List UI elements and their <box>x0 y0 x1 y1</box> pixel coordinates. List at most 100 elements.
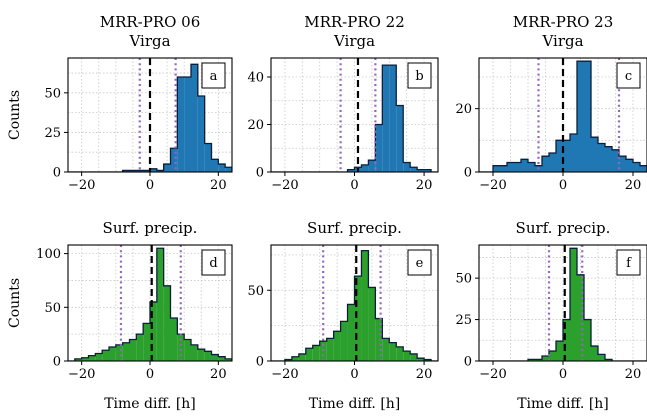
y-tick-label: 0 <box>256 166 264 181</box>
histogram-bar <box>74 358 82 361</box>
y-tick-label: 50 <box>247 284 264 299</box>
reference-lines <box>339 58 377 172</box>
x-tick-label: 0 <box>146 367 154 382</box>
panel-title: Surf. precip. <box>307 219 402 237</box>
histogram-bar <box>556 341 563 361</box>
x-tick-label: 0 <box>559 178 567 193</box>
y-axis-label: Counts <box>7 90 23 140</box>
panel-title: MRR-PRO 06 <box>100 13 201 31</box>
x-tick-label: 0 <box>146 178 154 193</box>
panel-letter-box <box>616 249 641 276</box>
histogram-bar <box>417 169 425 172</box>
panel-subtitle: Virga <box>128 32 170 50</box>
histogram-bar <box>577 61 584 172</box>
histogram-bar <box>612 149 619 172</box>
histogram-bar <box>403 351 411 361</box>
reference-lines <box>537 58 621 172</box>
histogram-bar <box>347 169 355 172</box>
panel-title: Surf. precip. <box>103 219 198 237</box>
histogram-bar <box>500 165 507 172</box>
histogram-bar <box>218 356 226 361</box>
histogram-bar <box>129 339 137 361</box>
histogram-bars <box>68 247 232 361</box>
histogram-bar <box>211 354 219 361</box>
panel-title: MRR-PRO 22 <box>304 13 405 31</box>
histogram-bar <box>605 359 612 361</box>
histogram-bar <box>570 248 577 361</box>
histogram-bar <box>129 170 137 172</box>
reference-lines <box>322 245 382 361</box>
y-tick-label: 50 <box>44 86 61 101</box>
panel-letter-box <box>616 62 641 89</box>
histogram-outline <box>68 247 232 361</box>
histogram-bar <box>109 347 116 361</box>
histogram-bar <box>115 344 123 361</box>
histogram-bars <box>479 247 647 361</box>
histogram-bar <box>305 348 313 361</box>
histogram-bar <box>326 338 334 361</box>
histogram-bar <box>204 351 212 361</box>
histogram-outline <box>479 247 647 361</box>
panel-subtitle: Virga <box>333 32 375 50</box>
histogram-outline <box>479 60 647 172</box>
histogram-bar <box>150 301 157 361</box>
x-tick-label: 0 <box>350 367 358 382</box>
histogram-bar <box>197 96 205 172</box>
reference-lines <box>119 245 182 361</box>
histogram-bar <box>225 167 232 172</box>
histogram-bar <box>542 356 549 361</box>
histogram-bar <box>361 164 369 172</box>
histogram-bar <box>563 319 570 361</box>
histogram-bar <box>396 105 404 172</box>
histogram-bar <box>528 359 535 361</box>
histogram-bar <box>191 64 198 172</box>
histogram-outline <box>271 250 438 361</box>
histogram-bar <box>403 162 411 172</box>
histogram-bar <box>382 338 390 361</box>
histogram-bar <box>284 359 292 361</box>
x-tick-label: −20 <box>479 178 506 193</box>
x-tick-label: 20 <box>625 367 642 382</box>
histogram-bar <box>640 165 647 172</box>
histogram-bar <box>528 162 535 172</box>
y-tick-label: 0 <box>256 355 264 370</box>
histogram-bar <box>584 61 591 172</box>
x-tick-label: −20 <box>479 367 506 382</box>
x-tick-label: 0 <box>350 178 358 193</box>
y-tick-label: 50 <box>455 272 472 287</box>
histogram-bar <box>298 353 306 361</box>
histogram-bar <box>291 356 299 361</box>
histogram-bar <box>163 285 171 361</box>
histogram-bar <box>514 162 521 172</box>
histogram-bar <box>521 159 528 172</box>
histogram-bar <box>507 162 514 172</box>
histogram-bar <box>312 345 320 361</box>
panel-letter-box <box>407 62 432 89</box>
x-tick-label: −20 <box>271 178 298 193</box>
histogram-bar <box>493 165 500 172</box>
histogram-bar <box>143 170 150 172</box>
x-tick-label: 20 <box>416 178 433 193</box>
histogram-bar <box>389 342 397 361</box>
histogram-bar <box>549 351 556 361</box>
panel-letter: f <box>626 256 632 271</box>
x-tick-label: −20 <box>68 178 95 193</box>
x-tick-label: 20 <box>416 367 433 382</box>
histogram-bar <box>549 153 556 172</box>
histogram-bar <box>591 346 598 361</box>
panel-letter: a <box>210 69 218 84</box>
panel-letter: b <box>415 69 423 84</box>
y-axis-label: Counts <box>7 278 23 328</box>
histogram-bar <box>319 341 327 361</box>
y-tick-label: 0 <box>464 166 472 181</box>
histogram-bar <box>204 143 212 172</box>
histogram-bar <box>170 148 178 172</box>
y-tick-label: 25 <box>44 126 61 141</box>
histogram-bar <box>136 170 144 172</box>
y-tick-label: 50 <box>44 301 61 316</box>
x-tick-label: 20 <box>210 178 227 193</box>
x-tick-label: −20 <box>68 367 95 382</box>
